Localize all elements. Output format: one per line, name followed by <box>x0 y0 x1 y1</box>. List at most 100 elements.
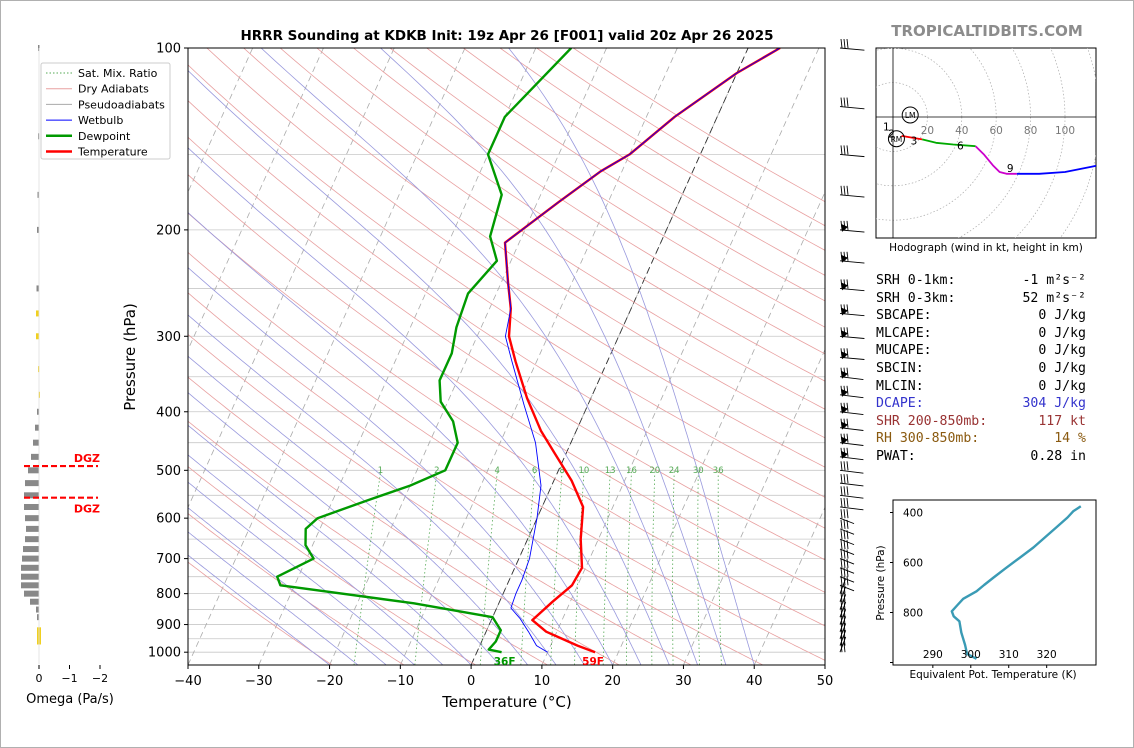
hodograph-height-label: 6 <box>957 141 964 153</box>
stat-label: MLCIN: <box>876 378 924 394</box>
omega-bar <box>26 525 39 532</box>
stat-value: 0.28 in <box>1030 448 1086 464</box>
dry-adiabat <box>279 48 825 410</box>
omega-bar <box>36 285 39 292</box>
theta-e-x-tick-label: 310 <box>999 649 1019 661</box>
y-axis-label: Pressure (hPa) <box>121 303 139 411</box>
omega-bar <box>37 408 39 415</box>
stat-row: RH 300-850mb: 14 % <box>876 430 1106 448</box>
pseudoadiabat <box>188 392 500 665</box>
pseudoadiabat <box>188 554 330 665</box>
omega-bar <box>31 453 39 460</box>
y-tick-label: 600 <box>156 512 181 527</box>
skewt-profiles <box>276 48 781 654</box>
stat-value: 304 J/kg <box>1022 396 1086 412</box>
x-tick-label: 50 <box>817 674 834 689</box>
isotherm <box>188 48 324 351</box>
stat-row: MLCAPE: 0 J/kg <box>876 325 1106 343</box>
dry-adiabat <box>188 466 476 665</box>
skewt-axes: 36F 59F −40 −30 −20 −10 0 10 20 30 40 50 100 200 300 40… <box>148 42 833 690</box>
hodograph-height-label: 1 <box>883 122 890 134</box>
stat-label: SBCAPE: <box>876 308 932 324</box>
mixing-ratio-line <box>672 470 675 665</box>
isotherm <box>329 48 607 665</box>
x-tick-label: −30 <box>245 674 272 689</box>
omega-bar <box>22 555 39 562</box>
pseudoadiabat <box>188 507 387 665</box>
stat-row: PWAT: 0.28 in <box>876 448 1106 466</box>
mixing-ratio-line <box>717 470 722 665</box>
x-tick-label: 10 <box>534 674 551 689</box>
y-tick-label: 300 <box>156 330 181 345</box>
y-tick-label: 500 <box>156 464 181 479</box>
dry-adiabat <box>353 48 825 355</box>
stat-value: 0 J/kg <box>1038 378 1086 394</box>
omega-bar <box>36 333 39 340</box>
theta-e-x-tick-label: 300 <box>961 649 981 661</box>
stat-row: SBCAPE: 0 J/kg <box>876 307 1106 325</box>
wind-barb <box>839 497 864 511</box>
omega-tick-label: −2 <box>92 672 108 685</box>
mixing-ratio-line <box>414 470 438 665</box>
legend: Sat. Mix. Ratio Dry Adiabats Pseudoadiabat… <box>40 62 171 160</box>
stat-value: 52 m²s⁻² <box>1022 290 1086 306</box>
mixing-ratio-label: 8 <box>559 466 564 476</box>
omega-bar <box>37 191 39 198</box>
storm-motion-label: LM <box>905 111 916 120</box>
x-tick-label: 20 <box>604 674 621 689</box>
mixing-ratio-label: 30 <box>693 466 704 476</box>
hodograph-caption: Hodograph (wind in kt, height in km) <box>889 242 1083 254</box>
surface-dewpoint-label: 36F <box>494 656 516 668</box>
dry-adiabat <box>188 333 692 665</box>
x-tick-label: 30 <box>675 674 692 689</box>
mixing-ratio-label: 10 <box>578 466 589 476</box>
stat-row: SHR 200-850mb: 117 kt <box>876 413 1106 431</box>
x-tick-label: −20 <box>316 674 343 689</box>
pseudoadiabat <box>188 481 415 665</box>
omega-bar <box>24 492 39 499</box>
y-tick-label: 200 <box>156 223 181 238</box>
wind-barb <box>839 474 864 487</box>
stat-value: 0 J/kg <box>1038 308 1086 324</box>
stat-label: DCAPE: <box>876 396 924 412</box>
mixing-ratio-label: 20 <box>649 466 660 476</box>
wind-barb <box>839 586 847 602</box>
hodograph-ring-label: 40 <box>955 125 968 137</box>
hodograph-ring-label: 100 <box>1055 125 1075 137</box>
theta-e-panel: 290 300 310 320 400 600 800 <box>890 505 1082 668</box>
pseudoadiabat <box>188 212 614 665</box>
theta-e-y-tick-label: 600 <box>903 558 923 570</box>
y-tick-label: 100 <box>156 42 181 57</box>
pseudoadiabat <box>188 424 472 665</box>
dry-adiabat <box>188 174 825 593</box>
isotherm <box>188 48 466 665</box>
hodograph-segment <box>901 135 923 141</box>
omega-bar <box>21 573 39 580</box>
y-tick-label: 800 <box>156 587 181 602</box>
theta-e-x-tick-label: 290 <box>923 649 943 661</box>
wind-barb <box>839 433 864 446</box>
mixing-ratio-line <box>697 470 700 665</box>
wind-barb <box>839 185 865 198</box>
hodograph-ring-label: 60 <box>990 125 1003 137</box>
theta-e-profile <box>950 505 1082 660</box>
omega-bar <box>37 226 39 233</box>
omega-bar <box>36 310 39 317</box>
stat-value: 0 J/kg <box>1038 325 1086 341</box>
chart-title: HRRR Sounding at KDKB Init: 19z Apr 26 [… <box>240 28 773 44</box>
dry-adiabat <box>188 251 825 661</box>
mixing-ratio-label: 2 <box>434 466 439 476</box>
storm-motion-marker <box>901 106 919 124</box>
x-tick-label: 0 <box>467 674 475 689</box>
legend-entry: Temperature <box>77 146 148 159</box>
hodograph-ring-label: 80 <box>1024 125 1037 137</box>
stat-label: SRH 0-1km: <box>876 273 956 288</box>
hodograph <box>876 48 1096 238</box>
isotherm <box>541 48 820 665</box>
wind-barb <box>839 447 864 461</box>
isotherm <box>753 506 825 665</box>
wind-barb <box>839 636 847 653</box>
stat-row: SRH 0-1km: -1 m²s⁻² <box>876 272 1106 290</box>
pseudoadiabat <box>188 69 670 665</box>
